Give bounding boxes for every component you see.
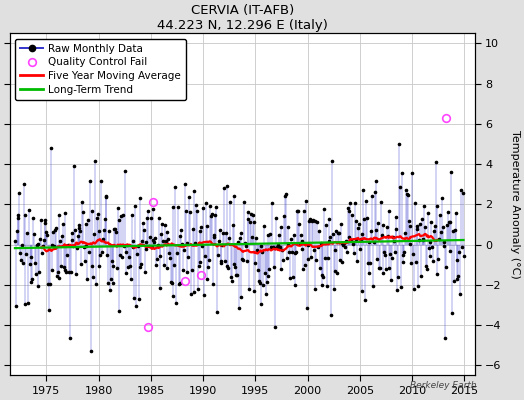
Title: CERVIA (IT-AFB)
44.223 N, 12.296 E (Italy): CERVIA (IT-AFB) 44.223 N, 12.296 E (Ital… <box>157 4 328 32</box>
Y-axis label: Temperature Anomaly (°C): Temperature Anomaly (°C) <box>510 130 520 279</box>
Text: Berkeley Earth: Berkeley Earth <box>410 381 477 390</box>
Legend: Raw Monthly Data, Quality Control Fail, Five Year Moving Average, Long-Term Tren: Raw Monthly Data, Quality Control Fail, … <box>15 38 186 100</box>
